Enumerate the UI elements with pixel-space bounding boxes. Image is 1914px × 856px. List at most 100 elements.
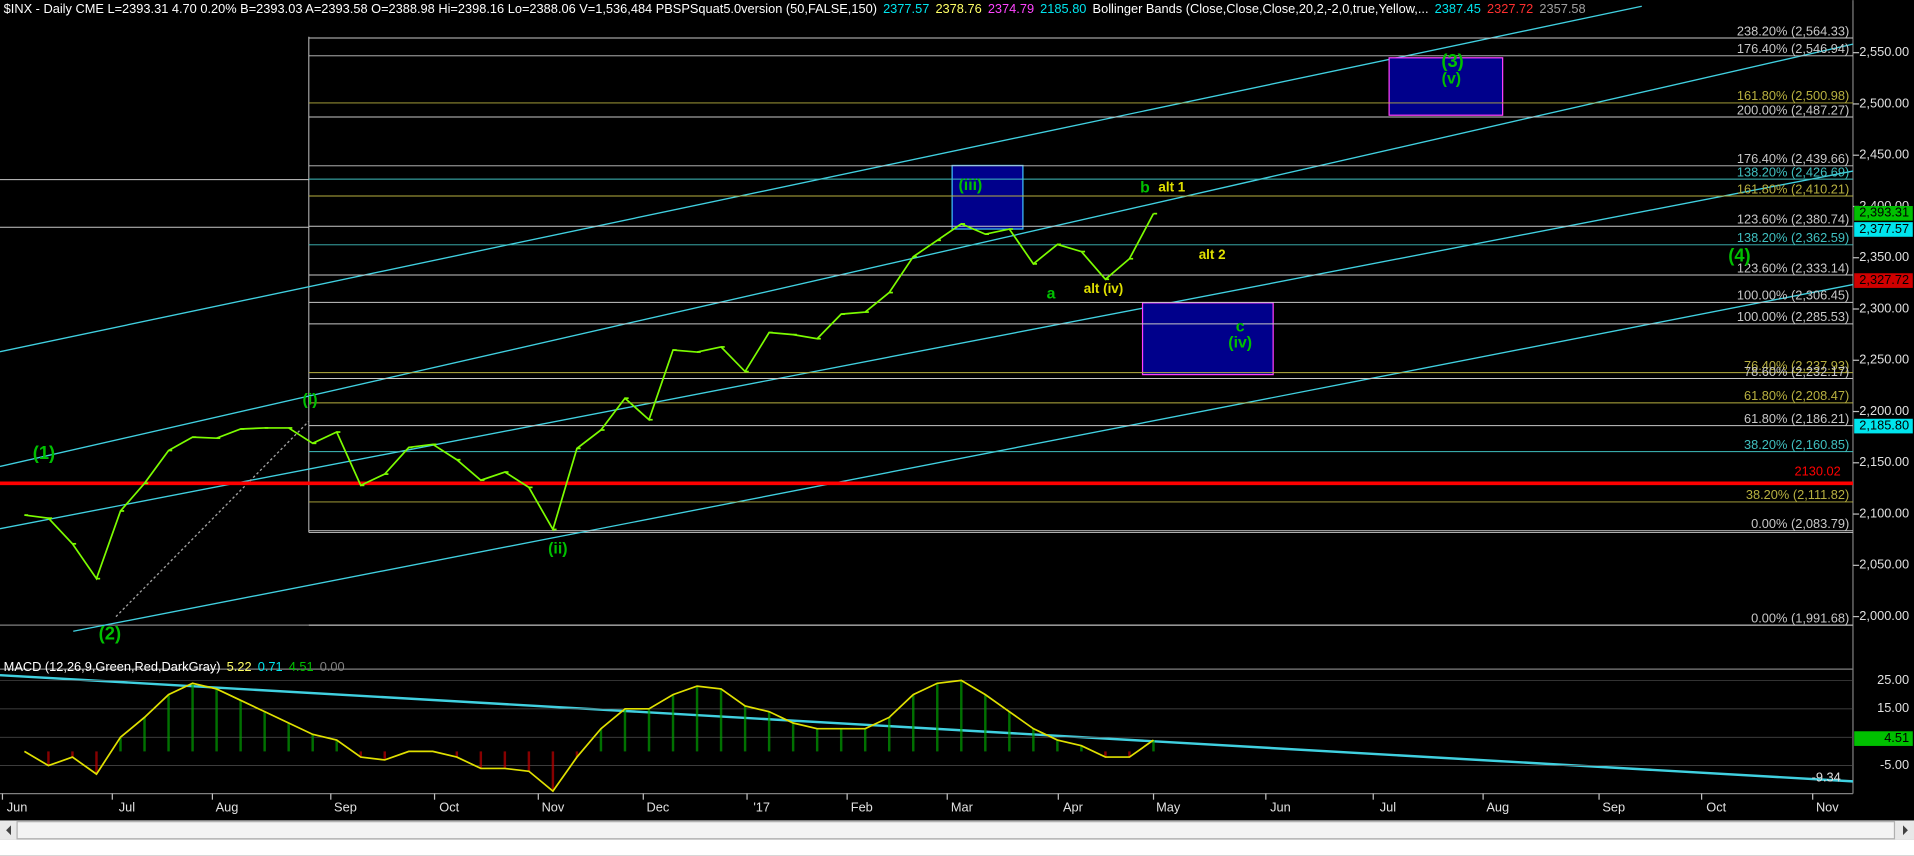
- macd-histogram: [263, 711, 266, 752]
- y-tick-label: 2,000.00: [1859, 608, 1909, 623]
- fib-level-label: 100.00% (2,306.45): [1737, 288, 1849, 303]
- macd-histogram: [95, 751, 98, 775]
- header-part: Bollinger Bands (Close,Close,Close,20,2,…: [1093, 1, 1429, 16]
- header-part: 2387.45: [1435, 1, 1481, 16]
- price-line: [24, 213, 1155, 581]
- axis-marker: [1854, 206, 1913, 221]
- footer-bar: [0, 839, 1914, 856]
- fib-level-label: 61.80% (2,186.21): [1744, 411, 1849, 426]
- wave-label: alt 2: [1199, 247, 1226, 262]
- macd-line: [23, 679, 1154, 793]
- macd-histogram: [960, 680, 963, 752]
- wave-label: (v): [1442, 71, 1461, 88]
- macd-histogram: [167, 694, 170, 752]
- wave-label: (iv): [1228, 334, 1252, 351]
- y-tick-label: 2,200.00: [1859, 403, 1909, 418]
- scroll-left[interactable]: [6, 825, 11, 836]
- macd-histogram: [1008, 711, 1011, 752]
- fib-level-label: 176.40% (2,546.94): [1737, 41, 1849, 56]
- macd-marker-label: 4.51: [1884, 730, 1909, 745]
- macd-histogram: [984, 694, 987, 752]
- fib-level-label: 138.20% (2,362.59): [1737, 230, 1849, 245]
- macd-histogram: [311, 734, 314, 752]
- x-tick-label: Sep: [334, 800, 357, 815]
- wave-label: b: [1140, 179, 1150, 196]
- fib-level-label: 161.80% (2,500.98): [1737, 88, 1849, 103]
- macd-histogram: [143, 717, 146, 752]
- x-tick-label: Jun: [1270, 800, 1291, 815]
- macd-histogram: [671, 694, 675, 752]
- macd-header-part: 5.22: [227, 659, 252, 674]
- header-part: 2357.58: [1539, 1, 1585, 16]
- wave-label: (2): [99, 623, 121, 644]
- macd-histogram: [1104, 751, 1107, 758]
- x-tick-label: Jun: [7, 800, 28, 815]
- macd-header-part: 4.51: [289, 659, 314, 674]
- macd-histogram: [191, 683, 194, 752]
- fib-level-label: 0.00% (2,083.79): [1751, 516, 1849, 531]
- fib-level-label: 78.60% (2,232.17): [1744, 364, 1849, 379]
- x-tick-label: Apr: [1063, 800, 1084, 815]
- header-part: 2378.76: [935, 1, 981, 16]
- channel-lines: [0, 5, 1854, 632]
- macd-histogram: [1056, 740, 1059, 752]
- axis-marker: [1854, 418, 1913, 434]
- axis-marker-label: 2,377.57: [1859, 221, 1909, 236]
- support-label: 2130.02: [1794, 464, 1840, 479]
- fib-level-label: 161.80% (2,410.21): [1737, 181, 1849, 196]
- header-part: 2374.79: [988, 1, 1034, 16]
- fib-level-label: 76.40% (2,237.93): [1744, 358, 1849, 373]
- macd-histogram: [359, 751, 362, 758]
- macd-tick-label: 25.00: [1877, 672, 1909, 687]
- macd-histogram: [575, 751, 579, 758]
- macd-histogram: [815, 728, 819, 752]
- y-tick-label: 2,500.00: [1859, 95, 1909, 110]
- macd-tick-label: 15.00: [1877, 700, 1909, 715]
- axis-marker-label: 2,185.80: [1859, 417, 1909, 432]
- macd-tick-label: -5.00: [1880, 757, 1909, 772]
- x-tick-label: Feb: [851, 800, 873, 815]
- macd-histogram: [599, 728, 603, 752]
- macd-histogram: [119, 737, 122, 752]
- channel-line: [0, 43, 1854, 468]
- x-tick-label: Nov: [542, 800, 565, 815]
- macd-histogram: [839, 728, 843, 752]
- macd-histogram: [1080, 745, 1083, 752]
- macd-histogram: [767, 711, 771, 752]
- macd-low-label: -9.34: [1812, 769, 1841, 784]
- fib-level-label: 176.40% (2,439.66): [1737, 151, 1849, 166]
- wave-label: (1): [33, 442, 55, 463]
- scroll-right[interactable]: [1903, 825, 1908, 836]
- macd-histogram: [863, 728, 867, 752]
- wave-label: (iii): [959, 177, 983, 194]
- macd-histogram: [335, 740, 338, 752]
- macd-trend-line: [0, 673, 1854, 783]
- wave-label: (ii): [548, 541, 567, 558]
- x-tick-label: Sep: [1602, 800, 1625, 815]
- axis-marker: [1854, 222, 1913, 237]
- wave-label: (3): [1441, 50, 1463, 71]
- macd-histogram: [888, 717, 891, 752]
- macd-histogram: [623, 708, 627, 752]
- wave-label: alt (iv): [1084, 281, 1123, 296]
- x-tick-label: May: [1156, 800, 1181, 815]
- y-tick-label: 2,250.00: [1859, 352, 1909, 367]
- y-tick-label: 2,450.00: [1859, 147, 1909, 162]
- macd-histogram: [551, 751, 555, 792]
- axis-marker: [1854, 273, 1913, 288]
- header-part: $INX - Daily CME L=2393.31 4.70 0.20% B=…: [4, 1, 877, 16]
- channel-line: [0, 170, 1854, 530]
- macd-histogram: [1128, 751, 1131, 758]
- header-part: 2327.72: [1487, 1, 1533, 16]
- macd-histogram: [71, 751, 74, 758]
- macd-marker: [1854, 731, 1913, 746]
- header-part: 2185.80: [1040, 1, 1086, 16]
- scrollbar-thumb[interactable]: [16, 821, 1896, 840]
- x-tick-label: Oct: [439, 800, 459, 815]
- axis-marker-label: 2,393.31: [1859, 205, 1909, 220]
- x-tick-label: Mar: [951, 800, 974, 815]
- y-tick-label: 2,300.00: [1859, 300, 1909, 315]
- x-tick-label: Oct: [1706, 800, 1726, 815]
- y-tick-label: 2,550.00: [1859, 44, 1909, 59]
